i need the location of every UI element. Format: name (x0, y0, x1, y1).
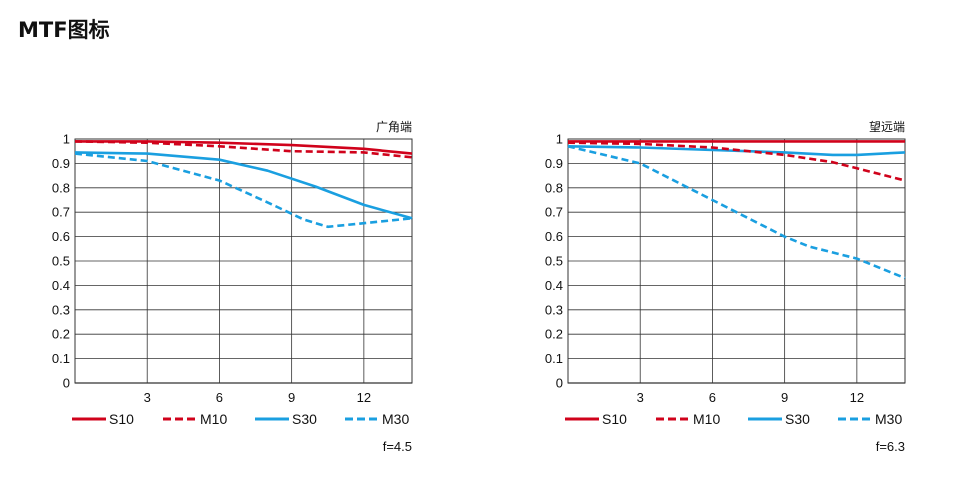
aperture-label: f=4.5 (383, 439, 412, 454)
series-line-s30 (74, 151, 413, 220)
y-tick-label: 0.5 (545, 254, 563, 269)
y-tick-label: 0.4 (545, 278, 563, 293)
mtf-chart-wide-svg: 0 0.1 0.2 0.3 0.4 0.5 0.6 0.7 0.8 0.9 1 3 6 9 12 广角端 S10… (52, 120, 413, 454)
y-tick-label: 0 (63, 376, 70, 391)
y-tick-label: 0.7 (545, 205, 563, 220)
series-line-m10 (74, 140, 413, 159)
plot-frame (567, 138, 906, 384)
y-tick-label: 0.7 (52, 205, 70, 220)
y-tick-label: 0.2 (545, 327, 563, 342)
x-tick-label: 3 (637, 390, 644, 405)
y-tick-label: 0.3 (52, 302, 70, 317)
zoom-position-label: 望远端 (869, 120, 905, 134)
mtf-chart-wide: 0 0.1 0.2 0.3 0.4 0.5 0.6 0.7 0.8 0.9 1 3 6 9 12 广角端 S10… (15, 108, 445, 468)
legend-label-m30: M30 (875, 411, 902, 427)
legend-label-m10: M10 (693, 411, 720, 427)
legend-label-s30: S30 (292, 411, 317, 427)
x-tick-label: 9 (781, 390, 788, 405)
legend-label-s10: S10 (109, 411, 134, 427)
x-tick-label: 6 (216, 390, 223, 405)
y-tick-label: 1 (556, 132, 563, 147)
aperture-label: f=6.3 (876, 439, 905, 454)
y-tick-label: 0.9 (545, 156, 563, 171)
x-tick-label: 12 (357, 390, 371, 405)
zoom-position-label: 广角端 (376, 120, 412, 134)
x-tick-label: 6 (709, 390, 716, 405)
y-tick-label: 0.1 (545, 351, 563, 366)
y-tick-label: 0.8 (52, 180, 70, 195)
legend-label-m10: M10 (200, 411, 227, 427)
series-line-s30 (567, 145, 906, 157)
page-title: MTF图标 (18, 18, 110, 42)
mtf-chart-tele-svg: 0 0.1 0.2 0.3 0.4 0.5 0.6 0.7 0.8 0.9 1 3 6 9 12 望远端 S10… (545, 120, 906, 454)
x-tick-label: 12 (850, 390, 864, 405)
y-tick-label: 0.3 (545, 302, 563, 317)
legend-label-s10: S10 (602, 411, 627, 427)
plot-frame (74, 138, 413, 384)
y-tick-label: 0.2 (52, 327, 70, 342)
y-tick-label: 0.9 (52, 156, 70, 171)
series-line-m30 (74, 152, 413, 229)
legend-label-s30: S30 (785, 411, 810, 427)
y-tick-label: 0.5 (52, 254, 70, 269)
series-line-m10 (567, 141, 906, 182)
y-tick-label: 0.8 (545, 180, 563, 195)
y-tick-label: 0.6 (545, 229, 563, 244)
x-tick-label: 3 (144, 390, 151, 405)
y-tick-label: 1 (63, 132, 70, 147)
mtf-chart-tele: 0 0.1 0.2 0.3 0.4 0.5 0.6 0.7 0.8 0.9 1 3 6 9 12 望远端 S10… (508, 108, 938, 468)
x-tick-label: 9 (288, 390, 295, 405)
y-tick-label: 0.1 (52, 351, 70, 366)
y-tick-label: 0.6 (52, 229, 70, 244)
series-line-m30 (567, 145, 906, 280)
y-tick-label: 0.4 (52, 278, 70, 293)
y-tick-label: 0 (556, 376, 563, 391)
legend-label-m30: M30 (382, 411, 409, 427)
